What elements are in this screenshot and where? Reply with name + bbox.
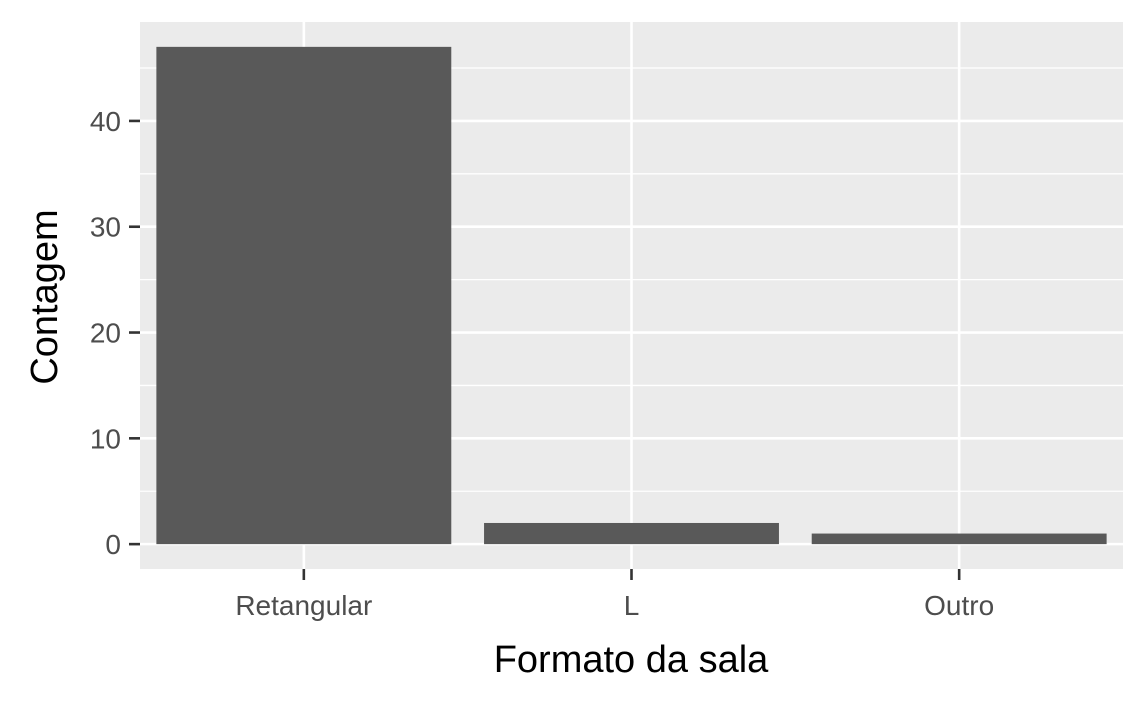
y-tick-label: 40 xyxy=(90,106,121,137)
x-axis: Retangular L Outro xyxy=(235,569,994,621)
y-tick-label: 10 xyxy=(90,423,121,454)
x-tick-label: L xyxy=(624,590,640,621)
y-tick-label: 30 xyxy=(90,212,121,243)
y-axis: 0 10 20 30 40 xyxy=(90,106,140,560)
bars xyxy=(156,46,1107,545)
y-tick-label: 20 xyxy=(90,318,121,349)
y-axis-title: Contagem xyxy=(24,209,66,384)
bar-retangular xyxy=(156,46,452,545)
y-tick-label: 0 xyxy=(105,529,121,560)
bar-outro xyxy=(811,533,1107,545)
x-axis-title: Formato da sala xyxy=(494,639,769,681)
x-tick-label: Outro xyxy=(924,590,994,621)
bar-l xyxy=(484,522,779,545)
x-tick-label: Retangular xyxy=(235,590,372,621)
